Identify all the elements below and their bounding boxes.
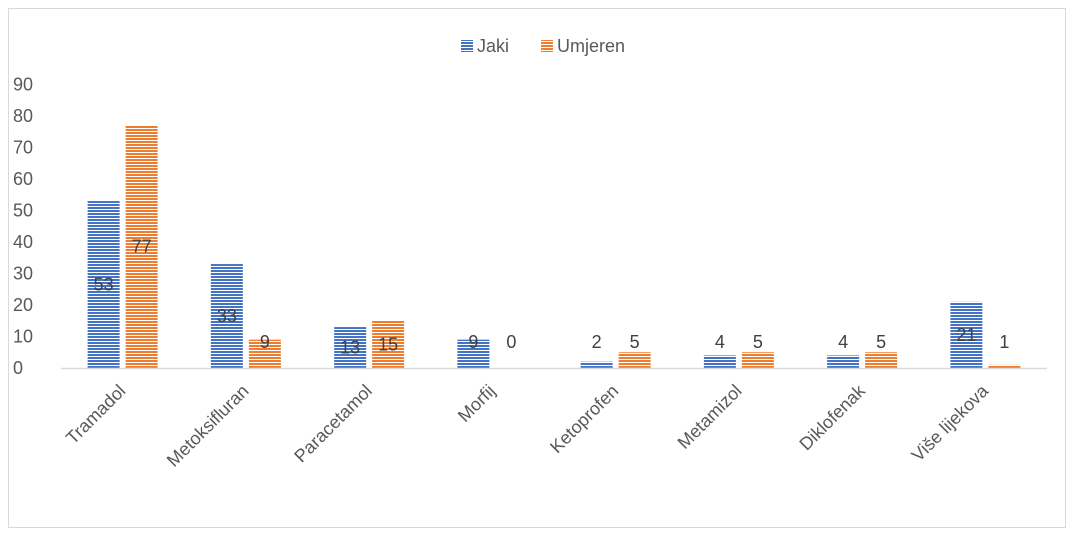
data-label: 15: [378, 334, 398, 354]
legend-label-jaki: Jaki: [477, 36, 509, 56]
bar-umjeren-7: [988, 364, 1021, 368]
bar-umjeren-5: [741, 352, 774, 368]
x-tick-label: Tramadol: [62, 381, 129, 448]
legend-swatch-jaki: [461, 40, 473, 52]
bars: [87, 125, 1021, 368]
y-tick-label: 80: [13, 106, 33, 126]
data-label: 33: [217, 306, 237, 326]
data-label: 5: [753, 332, 763, 352]
bar-umjeren-0: [125, 125, 158, 368]
bar-jaki-3: [457, 339, 490, 368]
data-label: 5: [876, 332, 886, 352]
data-label: 4: [838, 332, 848, 352]
data-label: 21: [956, 325, 976, 345]
data-label: 9: [260, 332, 270, 352]
y-tick-label: 70: [13, 138, 33, 158]
data-label: 2: [592, 332, 602, 352]
bar-jaki-5: [703, 355, 736, 368]
bar-jaki-1: [210, 264, 243, 368]
data-label: 77: [132, 237, 152, 257]
x-tick-label: Morfij: [454, 381, 499, 426]
legend: Jaki Umjeren: [461, 36, 625, 56]
y-tick-label: 90: [13, 75, 33, 95]
data-label: 1: [999, 332, 1009, 352]
bar-umjeren-4: [618, 352, 651, 368]
bar-jaki-7: [950, 301, 983, 368]
legend-swatch-umjeren: [541, 40, 553, 52]
data-label: 5: [630, 332, 640, 352]
chart-frame: Jaki Umjeren 0 10 20 30 40 50 60 70 80 90 53 77 33 9 1…: [8, 8, 1066, 528]
bar-umjeren-6: [865, 352, 898, 368]
x-tick-label: Metamizol: [674, 381, 746, 453]
data-label: 4: [715, 332, 725, 352]
y-tick-label: 30: [13, 264, 33, 284]
x-tick-label: Metoksifluran: [163, 381, 253, 471]
bar-jaki-2: [334, 327, 367, 368]
x-tick-label: Više lijekova: [908, 380, 993, 465]
x-tick-label: Ketoprofen: [546, 381, 622, 457]
x-axis: Tramadol Metoksifluran Paracetamol Morfij Ke…: [61, 367, 1047, 471]
y-tick-label: 10: [13, 327, 33, 347]
x-tick-label: Diklofenak: [795, 380, 869, 454]
bar-jaki-0: [87, 201, 120, 368]
data-labels: 53 77 33 9 13 15 9 0 2 5 4 5 4 5 21 1: [94, 237, 1010, 358]
data-label: 9: [468, 332, 478, 352]
bar-jaki-4: [580, 361, 613, 368]
y-tick-label: 50: [13, 201, 33, 221]
data-label: 0: [506, 332, 516, 352]
y-tick-label: 40: [13, 232, 33, 252]
legend-label-umjeren: Umjeren: [557, 36, 625, 56]
y-tick-label: 60: [13, 169, 33, 189]
y-tick-label: 0: [13, 358, 23, 378]
bar-umjeren-1: [248, 339, 281, 368]
x-tick-label: Paracetamol: [290, 381, 376, 467]
bar-umjeren-2: [372, 320, 405, 368]
y-tick-label: 20: [13, 295, 33, 315]
bar-jaki-6: [827, 355, 860, 368]
y-axis: 0 10 20 30 40 50 60 70 80 90: [13, 75, 33, 379]
data-label: 53: [94, 275, 114, 295]
data-label: 13: [340, 338, 360, 358]
